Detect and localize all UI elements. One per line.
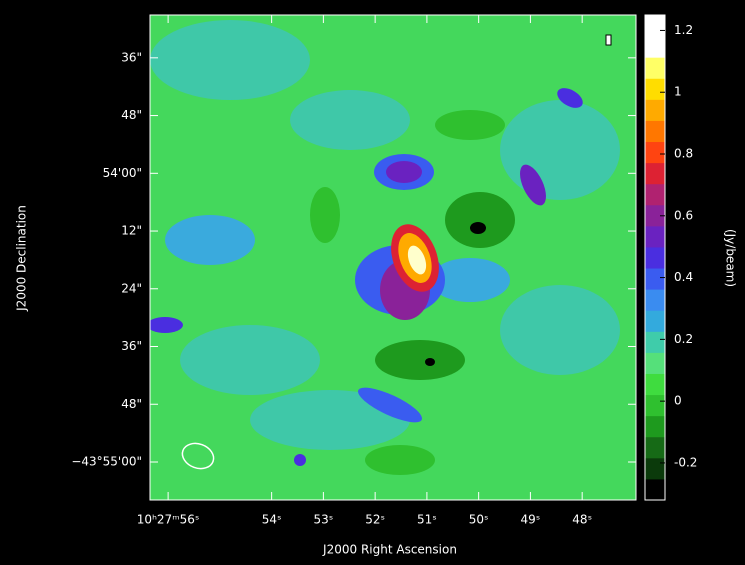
- emission-region: [294, 454, 306, 466]
- y-tick-label: 36": [121, 339, 142, 353]
- colorbar-segment: [645, 57, 665, 79]
- colorbar-tick-label: 0.4: [674, 270, 693, 284]
- emission-region: [500, 285, 620, 375]
- emission-region: [500, 100, 620, 200]
- colorbar-segment: [645, 226, 665, 248]
- x-tick-label: 52ˢ: [365, 513, 385, 527]
- emission-region: [150, 20, 310, 100]
- colorbar-segment: [645, 120, 665, 142]
- colorbar-segment: [645, 416, 665, 438]
- colorbar-tick-label: 1: [674, 85, 682, 99]
- emission-region: [375, 340, 465, 380]
- marker: [606, 35, 611, 45]
- sky-map: [147, 15, 636, 500]
- colorbar-segment: [645, 289, 665, 311]
- colorbar-segment: [645, 437, 665, 459]
- y-tick-label: −43°55'00": [71, 454, 142, 468]
- colorbar-tick-label: 0.8: [674, 147, 693, 161]
- emission-region: [165, 215, 255, 265]
- y-axis-title: J2000 Declination: [15, 205, 29, 312]
- emission-region: [445, 192, 515, 248]
- colorbar-segment: [645, 78, 665, 100]
- colorbar-segment: [645, 310, 665, 332]
- x-tick-label: 50ˢ: [469, 513, 489, 527]
- y-tick-label: 54'00": [103, 166, 142, 180]
- emission-region: [310, 187, 340, 243]
- colorbar-tick-label: 0: [674, 394, 682, 408]
- y-tick-label: 12": [121, 224, 142, 238]
- x-tick-label: 48ˢ: [572, 513, 592, 527]
- colorbar-segment: [645, 99, 665, 121]
- colorbar-segment: [645, 247, 665, 269]
- colorbar-segment: [645, 268, 665, 290]
- colorbar-segment: [645, 395, 665, 417]
- colorbar-segment: [645, 15, 665, 37]
- colorbar-tick-label: 0.2: [674, 332, 693, 346]
- x-axis-title: J2000 Right Ascension: [322, 543, 457, 557]
- emission-region: [147, 317, 183, 333]
- emission-region: [386, 161, 422, 183]
- x-tick-label: 49ˢ: [521, 513, 541, 527]
- x-tick-label: 54ˢ: [262, 513, 282, 527]
- colorbar-segment: [645, 373, 665, 395]
- colorbar-segment: [645, 184, 665, 206]
- figure: J2000 Right Ascension J2000 Declination …: [0, 0, 745, 565]
- colorbar-segment: [645, 352, 665, 374]
- emission-region: [290, 90, 410, 150]
- colorbar-tick-label: -0.2: [674, 455, 697, 469]
- y-tick-label: 36": [121, 50, 142, 64]
- colorbar-tick-label: 1.2: [674, 23, 693, 37]
- emission-region: [365, 445, 435, 475]
- colorbar-segment: [645, 331, 665, 353]
- colorbar-segment: [645, 142, 665, 164]
- emission-region: [180, 325, 320, 395]
- x-tick-label: 53ˢ: [314, 513, 334, 527]
- emission-region: [435, 110, 505, 140]
- emission-region: [470, 222, 486, 234]
- colorbar-segment: [645, 458, 665, 480]
- y-tick-label: 24": [121, 281, 142, 295]
- emission-region: [425, 358, 435, 366]
- x-tick-label: 10ʰ27ᵐ56ˢ: [137, 513, 200, 527]
- colorbar-segment: [645, 36, 665, 58]
- y-tick-label: 48": [121, 108, 142, 122]
- y-tick-label: 48": [121, 397, 142, 411]
- colorbar-label: (Jy/beam): [724, 229, 738, 287]
- colorbar-segment: [645, 479, 665, 501]
- x-tick-label: 51ˢ: [417, 513, 437, 527]
- colorbar-tick-label: 0.6: [674, 208, 693, 222]
- colorbar-segment: [645, 163, 665, 185]
